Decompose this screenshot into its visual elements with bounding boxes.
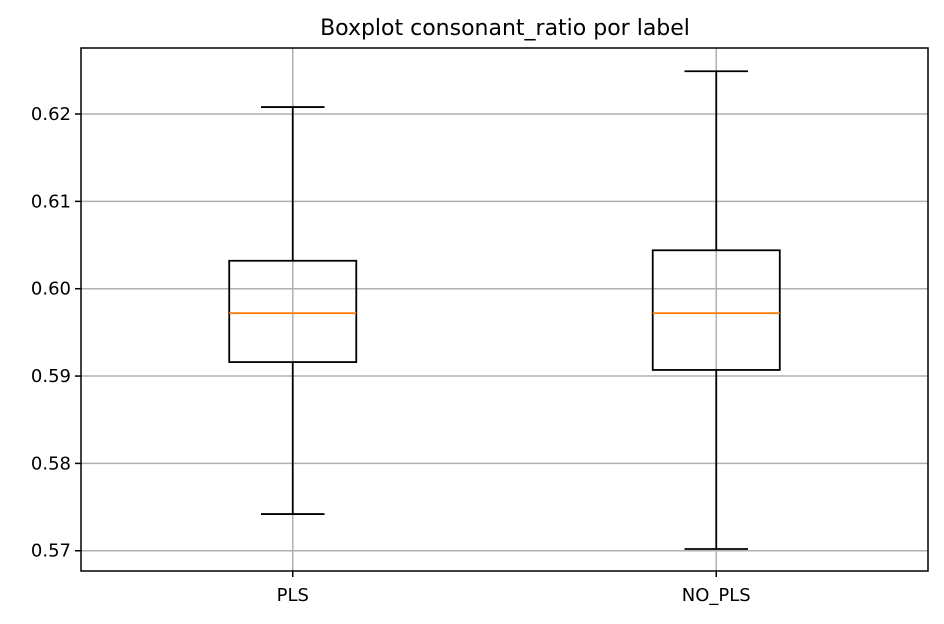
box-iqr — [651, 249, 781, 371]
y-tick-label: 0.58 — [31, 453, 71, 474]
y-tick-label: 0.60 — [31, 279, 71, 300]
x-tick-label: NO_PLS — [682, 585, 751, 606]
x-tick-label: PLS — [277, 585, 309, 606]
chart-title: Boxplot consonant_ratio por label — [320, 16, 690, 41]
box-iqr — [228, 259, 358, 363]
y-tick-label: 0.57 — [31, 541, 71, 562]
plot-frame — [80, 47, 929, 572]
y-tick-label: 0.61 — [31, 191, 71, 212]
tick-layer: 0.57 0.58 0.59 0.60 0.61 0.62 PLS NO_PLS — [31, 104, 751, 606]
box-layer — [228, 70, 781, 550]
y-tick-label: 0.59 — [31, 366, 71, 387]
box-pls — [228, 106, 358, 515]
y-tick-label: 0.62 — [31, 104, 71, 125]
box-no-pls — [651, 70, 781, 550]
grid-layer — [81, 48, 928, 571]
